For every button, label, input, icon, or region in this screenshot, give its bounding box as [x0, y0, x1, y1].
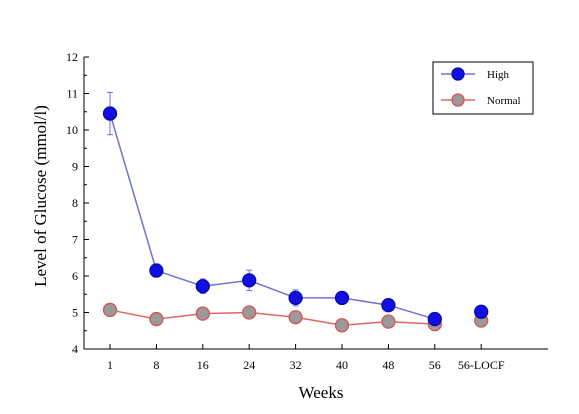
x-tick-label: 56-LOCF: [458, 358, 505, 372]
y-tick-label: 5: [72, 306, 78, 320]
y-axis-title: Level of Glucose (mmol/l): [31, 105, 50, 287]
y-tick-label: 10: [66, 123, 78, 137]
data-point-high: [427, 311, 442, 327]
x-tick-label: 8: [153, 358, 159, 372]
data-point-normal: [242, 305, 257, 320]
data-point-high: [149, 263, 164, 278]
x-tick-label: 16: [197, 358, 209, 372]
legend-label-normal: Normal: [487, 95, 521, 107]
data-point-normal: [102, 302, 118, 318]
x-axis-title: Weeks: [299, 383, 344, 402]
series-line-high: [109, 113, 436, 320]
y-tick-label: 11: [66, 87, 78, 101]
data-point-high: [381, 298, 396, 313]
y-tick-label: 12: [66, 50, 78, 64]
data-point-normal: [288, 310, 303, 325]
series-line-normal: [109, 309, 435, 327]
x-tick-label: 48: [382, 358, 394, 372]
data-point-high: [242, 273, 257, 288]
data-point-high: [102, 106, 118, 121]
data-point-normal: [195, 306, 210, 321]
x-tick-label: 1: [107, 358, 113, 372]
y-tick-label: 9: [72, 160, 78, 174]
y-tick-label: 7: [72, 233, 78, 247]
y-tick-label: 4: [72, 342, 78, 356]
legend-marker-high: [451, 67, 465, 81]
x-tick-label: 56: [429, 358, 441, 372]
data-point-high: [288, 290, 303, 306]
data-point-high: [195, 279, 210, 294]
legend-label-high: High: [487, 69, 510, 81]
data-point-normal: [149, 311, 164, 327]
data-point-high: [334, 290, 350, 306]
x-tick-label: 24: [243, 358, 255, 372]
data-point-normal: [334, 318, 350, 333]
legend-box: [432, 61, 534, 115]
y-tick-label: 6: [72, 269, 78, 283]
x-tick-label: 32: [290, 358, 302, 372]
data-point-normal: [381, 314, 396, 329]
legend-marker-normal: [451, 93, 465, 107]
x-tick-label: 40: [336, 358, 348, 372]
data-point-high: [474, 304, 489, 319]
y-tick-label: 8: [72, 196, 78, 210]
